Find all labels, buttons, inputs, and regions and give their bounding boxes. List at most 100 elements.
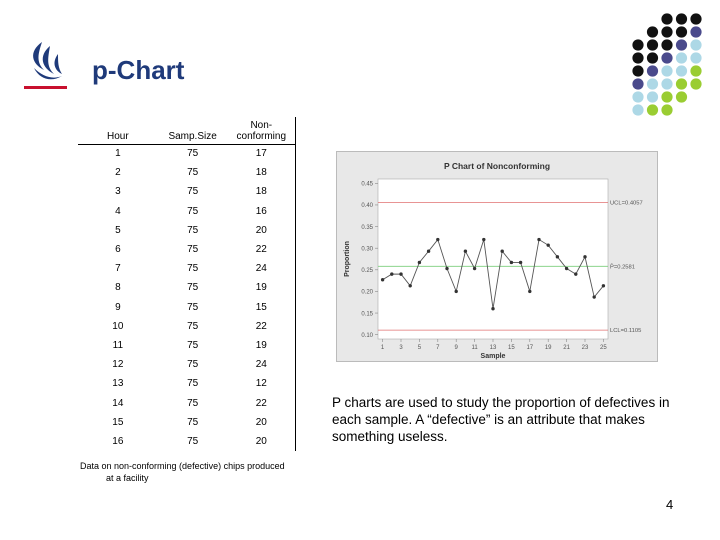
cell-sample-size: 75 <box>187 397 199 409</box>
slide-title: p-Chart <box>92 55 185 85</box>
cell-nonconforming: 18 <box>227 182 296 202</box>
decorative-dot <box>646 78 659 90</box>
y-tick-label: 0.10 <box>361 333 373 339</box>
cell-hour: 1 <box>115 148 121 160</box>
cell-sample-size: 75 <box>187 282 199 294</box>
cell-nonconforming: 17 <box>227 144 296 164</box>
decorative-dot <box>661 91 673 103</box>
data-point <box>537 237 541 242</box>
decorative-dot <box>632 39 644 51</box>
cell-sample-size: 75 <box>187 416 199 428</box>
data-point <box>390 272 394 276</box>
caption-line-1: Data on non-conforming (defective) chips… <box>80 461 285 471</box>
y-tick-label: 0.35 <box>361 225 373 231</box>
ucl-label: UCL=0.4057 <box>610 200 643 206</box>
cell-hour: 2 <box>115 167 121 179</box>
university-flame-logo <box>33 42 62 80</box>
y-tick-label: 0.25 <box>361 268 373 274</box>
x-tick-label: 15 <box>508 345 515 351</box>
data-point <box>454 289 458 294</box>
table-row: 5 75 20 <box>78 220 296 240</box>
data-point <box>509 260 514 265</box>
decorative-dot <box>675 13 688 25</box>
table-row: 2 75 18 <box>78 163 296 183</box>
decorative-dot <box>675 52 688 64</box>
cell-hour: 15 <box>112 416 124 428</box>
cell-sample-size: 75 <box>187 244 199 256</box>
cell-hour: 12 <box>112 359 124 371</box>
decorative-dot <box>690 78 702 90</box>
decorative-dot <box>661 13 673 25</box>
cell-sample-size: 75 <box>187 186 199 198</box>
table-row: 8 75 19 <box>78 278 296 298</box>
decorative-dot <box>632 104 644 116</box>
cell-nonconforming: 22 <box>227 393 296 413</box>
table-row: 16 75 20 <box>78 431 296 451</box>
cell-hour: 5 <box>115 224 121 236</box>
x-tick-label: 25 <box>600 345 607 351</box>
data-point <box>583 255 587 259</box>
table-header-row: Hour Samp.Size Non-conforming <box>78 117 296 144</box>
header-sample-size: Samp.Size <box>168 130 217 142</box>
data-point <box>463 249 468 253</box>
table-row: 11 75 19 <box>78 335 296 356</box>
data-point <box>408 284 412 288</box>
data-point <box>555 255 560 259</box>
cell-hour: 10 <box>112 320 124 332</box>
cell-nonconforming: 19 <box>227 278 296 298</box>
cell-nonconforming: 20 <box>227 220 296 240</box>
data-point <box>445 266 449 271</box>
cell-nonconforming: 15 <box>227 297 296 317</box>
data-point <box>417 260 422 265</box>
table-row: 10 75 22 <box>78 316 296 336</box>
x-tick-label: 1 <box>381 345 385 351</box>
decorative-dot <box>661 39 673 51</box>
data-point <box>482 237 486 242</box>
decorative-dot <box>661 52 673 64</box>
data-point <box>426 249 431 253</box>
cell-hour: 7 <box>115 263 121 275</box>
cell-hour: 4 <box>115 205 121 217</box>
decorative-dot <box>661 65 673 77</box>
decorative-dot <box>661 26 673 38</box>
cell-nonconforming: 24 <box>227 355 296 375</box>
cell-nonconforming: 19 <box>227 335 296 356</box>
cell-sample-size: 75 <box>187 359 199 371</box>
logo-underline <box>24 86 67 89</box>
decorative-dot <box>646 91 659 103</box>
decorative-dot <box>690 26 702 38</box>
caption-line-2: at a facility <box>106 473 149 483</box>
data-point <box>500 249 504 253</box>
data-point <box>472 266 477 271</box>
table-row: 7 75 24 <box>78 259 296 279</box>
cell-nonconforming: 18 <box>227 163 296 183</box>
data-point <box>564 266 569 271</box>
data-point <box>592 295 596 299</box>
cell-hour: 11 <box>112 339 124 351</box>
cell-sample-size: 75 <box>187 224 199 236</box>
data-point <box>601 284 606 288</box>
data-point <box>491 307 495 311</box>
decorative-dot <box>646 39 659 51</box>
table-row: 9 75 15 <box>78 297 296 317</box>
decorative-dot <box>646 65 659 77</box>
cell-sample-size: 75 <box>187 378 199 390</box>
cell-hour: 9 <box>115 301 121 313</box>
cell-nonconforming: 16 <box>227 201 296 221</box>
cell-hour: 3 <box>115 186 121 198</box>
header-nonconforming: Non-conforming <box>227 117 296 144</box>
decorative-dot <box>661 78 673 90</box>
table-row: 6 75 22 <box>78 239 296 260</box>
decorative-dot <box>690 65 702 77</box>
decorative-dot <box>646 26 659 38</box>
cell-sample-size: 75 <box>187 435 199 447</box>
cell-sample-size: 75 <box>187 320 199 332</box>
x-tick-label: 9 <box>455 345 459 351</box>
decorative-dot <box>661 104 673 116</box>
data-point <box>574 272 578 276</box>
decorative-dot <box>690 13 702 25</box>
x-tick-label: 3 <box>399 345 403 351</box>
x-tick-label: 7 <box>436 345 440 351</box>
data-point <box>546 243 550 247</box>
cell-nonconforming: 20 <box>227 412 296 432</box>
